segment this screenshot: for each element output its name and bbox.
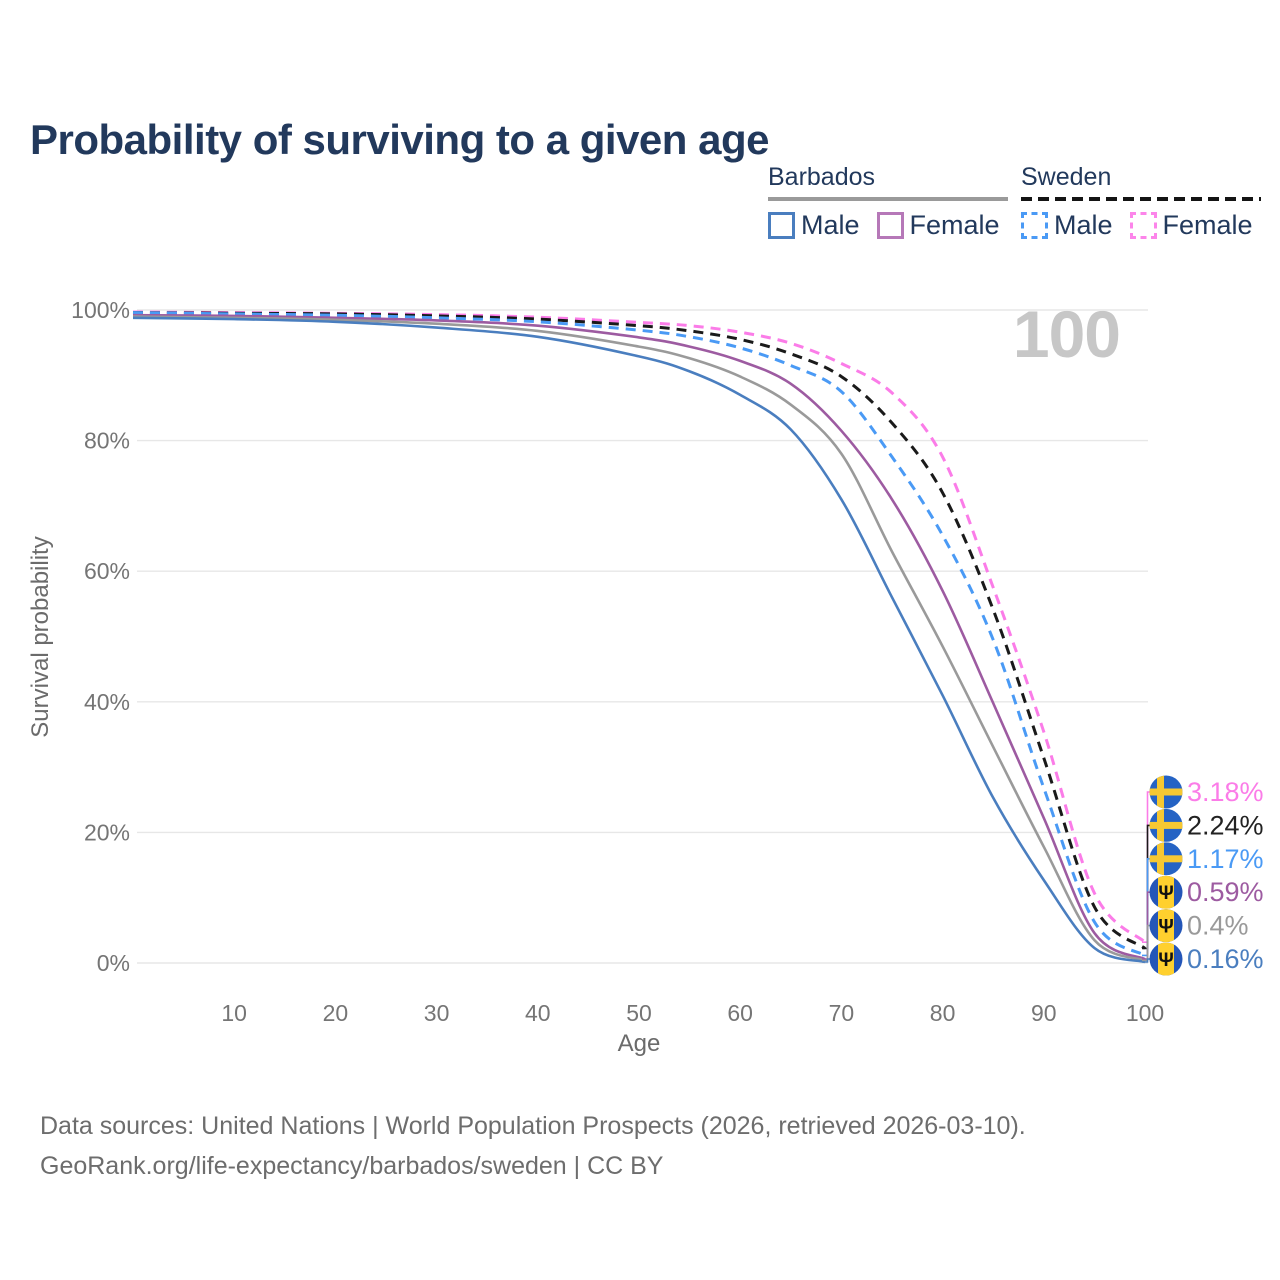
x-tick-label: 100 [1126,1000,1164,1026]
end-value-label: 0.16% [1187,944,1264,974]
end-value-label: 0.4% [1187,911,1249,941]
end-value-label: 2.24% [1187,810,1264,840]
curve-barbados-male [132,316,1146,964]
x-tick-label: 60 [727,1000,753,1026]
barbados-flag-icon: Ψ [1149,909,1183,943]
x-tick-label: 40 [525,1000,551,1026]
legend-barbados-line-sample [768,197,1008,201]
x-tick-label: 10 [221,1000,247,1026]
legend-item-label: Female [909,210,1000,240]
end-value-label: 3.18% [1187,777,1264,807]
barbados-flag-icon: Ψ [1149,875,1183,909]
sweden-flag-icon [1149,775,1183,809]
page-title: Probability of surviving to a given age [30,116,769,164]
sweden-male-swatch-icon [1021,212,1048,239]
x-axis-title: Age [618,1030,661,1057]
attribution-line: GeoRank.org/life-expectancy/barbados/swe… [40,1152,664,1180]
curve-sweden-both-sexes [132,311,1146,950]
sweden-flag-icon [1149,808,1183,842]
end-connector [1142,791,1151,944]
y-axis-title: Survival probability [27,536,54,737]
curve-barbados-female [132,313,1146,961]
legend-item-barbados-male[interactable]: Male [768,210,860,241]
barbados-flag-icon: Ψ [1149,942,1183,976]
end-connector [1142,824,1151,950]
legend-item-label: Male [1054,210,1113,240]
y-tick-label: 20% [84,819,130,845]
end-value-label: 0.59% [1187,877,1264,907]
legend-item-sweden-male[interactable]: Male [1021,210,1113,241]
legend-group-sweden: Sweden Male Female [1021,163,1261,241]
curve-sweden-female [132,310,1147,944]
end-connector [1142,958,1151,963]
curve-barbados-both-sexes [132,315,1146,962]
barbados-female-swatch-icon [876,212,904,239]
barbados-trident-glyph: Ψ [1158,883,1173,904]
x-tick-label: 20 [323,1000,349,1026]
x-tick-label: 70 [829,1000,855,1026]
legend-group-barbados: Barbados Male Female [768,163,1008,241]
data-sources-line: Data sources: United Nations | World Pop… [40,1112,1026,1140]
sweden-flag-icon [1149,842,1183,876]
end-value-label: 1.17% [1187,844,1264,874]
y-tick-label: 80% [84,428,130,454]
sweden-female-swatch-icon [1129,212,1157,239]
legend-item-barbados-female[interactable]: Female [876,210,1000,241]
x-tick-label: 50 [626,1000,652,1026]
x-tick-label: 80 [930,1000,956,1026]
legend-country-label: Sweden [1021,163,1112,191]
barbados-male-swatch-icon [768,212,795,239]
x-tick-label: 90 [1031,1000,1057,1026]
legend-item-label: Male [801,210,860,240]
legend-item-label: Female [1162,210,1253,240]
curve-sweden-male [132,311,1146,957]
y-tick-label: 60% [84,558,130,584]
x-tick-label: 30 [424,1000,450,1026]
y-tick-label: 0% [97,950,130,976]
survival-probability-chart: 0% 20% 40% 60% 80% 100% 10 20 30 40 50 60 70 80 90 100 A… [27,297,1264,1057]
footer: Data sources: United Nations | World Pop… [40,1106,1026,1186]
y-tick-label: 40% [84,689,130,715]
legend-item-sweden-female[interactable]: Female [1129,210,1253,241]
legend-sweden-line-sample [1021,197,1261,201]
barbados-trident-glyph: Ψ [1158,950,1173,971]
legend-country-label: Barbados [768,163,876,191]
y-tick-label: 100% [71,297,130,323]
end-connector [1142,924,1151,962]
barbados-trident-glyph: Ψ [1158,917,1173,938]
